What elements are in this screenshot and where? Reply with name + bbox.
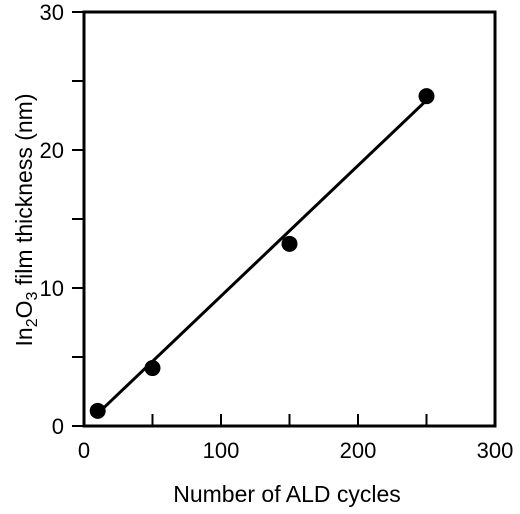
plot-frame [82, 10, 497, 428]
y-tick-label: 30 [40, 0, 64, 25]
y-axis-title: In2O3 film thickness (nm) [11, 94, 41, 347]
y-axis-title-subscript: 2 [24, 318, 41, 327]
y-axis-title-part: In [11, 327, 37, 346]
data-point [144, 360, 161, 377]
x-tick-label: 100 [203, 438, 240, 463]
axis-labels: Number of ALD cycles In2O3 film thicknes… [11, 94, 401, 507]
y-tick-label: 10 [40, 276, 64, 301]
y-axis-title-part: O [11, 301, 37, 319]
y-tick-label: 20 [40, 138, 64, 163]
data-point [281, 235, 298, 252]
y-axis-title-part: film thickness (nm) [11, 94, 37, 292]
data-point [89, 402, 106, 419]
axes: 0 100 200 300 0 10 20 30 [40, 0, 514, 463]
data-point [418, 88, 435, 105]
y-axis-title-subscript: 3 [24, 292, 41, 301]
x-tick-label: 0 [78, 438, 90, 463]
x-tick-label: 300 [477, 438, 514, 463]
y-tick-label: 0 [52, 414, 64, 439]
x-tick-label: 200 [340, 438, 377, 463]
x-axis-title: Number of ALD cycles [173, 481, 401, 507]
plot-area [89, 88, 435, 419]
